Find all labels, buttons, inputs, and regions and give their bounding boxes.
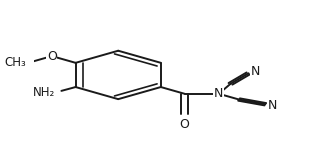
Text: N: N <box>214 87 223 100</box>
Text: O: O <box>47 50 57 63</box>
Text: O: O <box>23 56 33 69</box>
Text: O: O <box>180 117 189 131</box>
Text: NH₂: NH₂ <box>33 86 55 99</box>
Text: N: N <box>268 99 277 112</box>
Text: O: O <box>47 50 57 63</box>
Text: N: N <box>251 65 260 78</box>
Text: O: O <box>17 56 27 69</box>
Text: NH₂: NH₂ <box>33 86 55 99</box>
Text: CH₃: CH₃ <box>5 56 27 69</box>
